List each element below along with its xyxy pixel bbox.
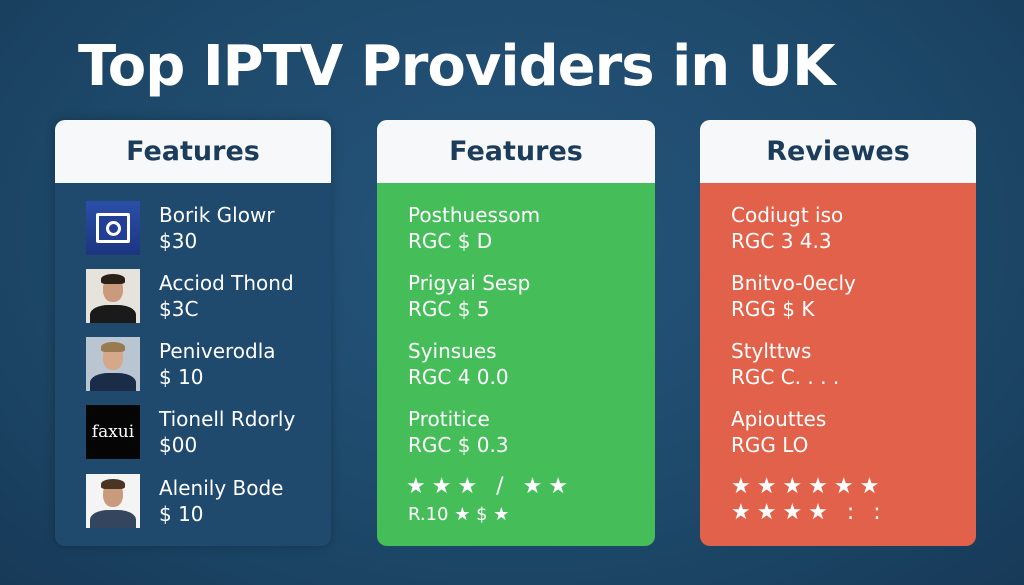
- provider-item[interactable]: Borik Glowr $30: [159, 202, 275, 254]
- feature-item: Protitice RGC $ 0.3: [408, 406, 509, 458]
- provider-name: Peniverodla: [159, 339, 276, 363]
- item-text: RGC $ D: [408, 229, 493, 253]
- item-text: RGG $ K: [731, 297, 815, 321]
- provider-item[interactable]: Peniverodla $ 10: [159, 338, 276, 390]
- provider-price: $3C: [159, 297, 199, 321]
- page-title: Top IPTV Providers in UK: [78, 34, 835, 99]
- feature-item: Prigyai Sesp RGC $ 5: [408, 270, 530, 322]
- faxui-logo-icon: faxui: [86, 405, 140, 459]
- provider-price: $ 10: [159, 502, 204, 526]
- star-rating: ★★★★★★: [731, 474, 886, 499]
- item-text: RGG LO: [731, 433, 809, 457]
- provider-name: Tionell Rdorly: [159, 407, 296, 431]
- provider-item[interactable]: Alenily Bode $ 10: [159, 475, 283, 527]
- features-card-pricing: Features Posthuessom RGC $ D Prigyai Sesp…: [377, 120, 655, 546]
- item-text: Posthuessom: [408, 203, 541, 227]
- provider-name: Alenily Bode: [159, 476, 284, 500]
- item-text: RGC $ 5: [408, 297, 490, 321]
- feature-item: Posthuessom RGC $ D: [408, 202, 540, 254]
- item-text: RGC $ 0.3: [408, 433, 509, 457]
- card-header: Features: [55, 120, 331, 183]
- provider-price: $00: [159, 433, 198, 457]
- item-text: Apiouttes: [731, 407, 827, 431]
- review-item: Bnitvo-0ecly RGG $ K: [731, 270, 856, 322]
- card-header: Features: [377, 120, 655, 183]
- item-text: Prigyai Sesp: [408, 271, 531, 295]
- star-rating: ★★★★ : :: [731, 500, 887, 525]
- provider-name: Borik Glowr: [159, 203, 275, 227]
- item-text: RGC C. . . .: [731, 365, 840, 389]
- avatar: [86, 337, 140, 391]
- rating-footer: R.10 ★ $ ★: [408, 504, 510, 525]
- feature-item: Syinsues RGC 4 0.0: [408, 338, 509, 390]
- item-text: Syinsues: [408, 339, 497, 363]
- star-rating: ★★★ / ★★: [406, 474, 575, 499]
- provider-price: $ 10: [159, 365, 204, 389]
- item-text: Protitice: [408, 407, 490, 431]
- provider-price: $30: [159, 229, 198, 253]
- item-text: Bnitvo-0ecly: [731, 271, 856, 295]
- camera-logo-icon: [86, 201, 140, 255]
- avatar: [86, 474, 140, 528]
- review-item: Stylttws RGC C. . . .: [731, 338, 839, 390]
- provider-item[interactable]: Acciod Thond $3C: [159, 270, 294, 322]
- review-item: Codiugt iso RGC 3 4.3: [731, 202, 843, 254]
- provider-name: Acciod Thond: [159, 271, 294, 295]
- review-item: Apiouttes RGG LO: [731, 406, 826, 458]
- reviews-card: Reviewes Codiugt iso RGC 3 4.3 Bnitvo-0ec…: [700, 120, 976, 546]
- item-text: RGC 4 0.0: [408, 365, 509, 389]
- avatar: [86, 269, 140, 323]
- item-text: Codiugt iso: [731, 203, 844, 227]
- card-header: Reviewes: [700, 120, 976, 183]
- item-text: RGC 3 4.3: [731, 229, 832, 253]
- item-text: Stylttws: [731, 339, 812, 363]
- features-card-providers: Features Borik Glowr $30 Acciod Thond $3C …: [55, 120, 331, 546]
- provider-item[interactable]: Tionell Rdorly $00: [159, 406, 295, 458]
